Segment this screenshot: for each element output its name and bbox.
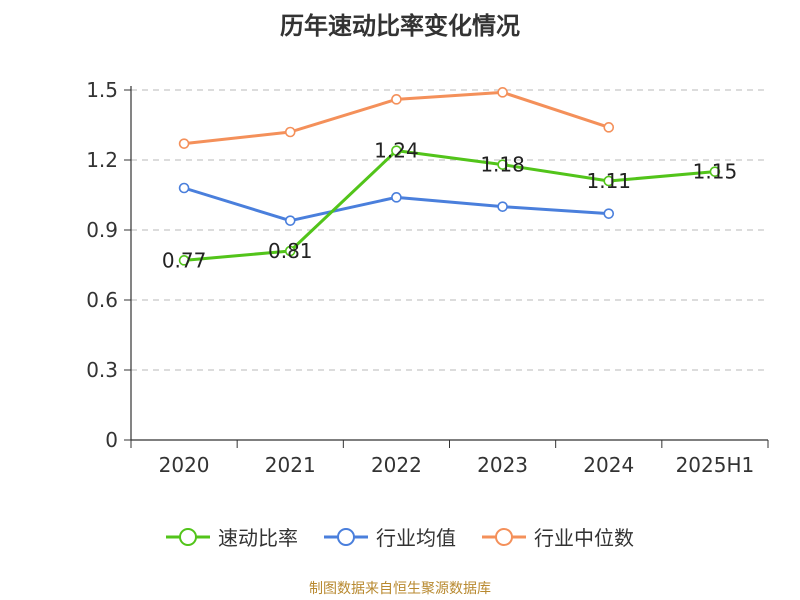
- legend-swatch-1: [324, 527, 368, 546]
- y-tick-label: 0.9: [86, 218, 118, 242]
- series-line-0: [183, 149, 716, 262]
- series-1-point: [178, 182, 190, 194]
- data-label: 1.15: [693, 160, 738, 184]
- y-tick-label: 1.5: [86, 78, 118, 102]
- legend-label-1: 行业均值: [376, 526, 456, 550]
- legend-swatch-2: [482, 527, 526, 546]
- series-0-point: [709, 166, 721, 177]
- legend-item-series-2[interactable]: 行业中位数: [482, 522, 634, 551]
- series-0-point: [497, 159, 508, 170]
- legend-label-2: 行业中位数: [534, 526, 634, 550]
- source-note: 制图数据来自恒生聚源数据库: [309, 581, 491, 597]
- series-0-point: [284, 245, 296, 257]
- data-label: 1.18: [480, 153, 525, 177]
- series-2-point: [178, 138, 190, 149]
- series-1-point: [603, 208, 615, 219]
- data-label: 1.24: [374, 139, 419, 163]
- y-tick-label: 0.3: [86, 358, 118, 382]
- series-0-point: [178, 255, 190, 266]
- y-tick-label: 1.2: [86, 148, 118, 172]
- legend-item-series-0[interactable]: 速动比率: [166, 522, 298, 551]
- legend-swatch-0: [166, 527, 210, 546]
- series-2-point: [603, 122, 615, 133]
- x-tick-label: 2024: [583, 453, 634, 477]
- legend-label-0: 速动比率: [218, 526, 298, 550]
- x-tick-label: 2022: [371, 453, 422, 477]
- x-tick-label: 2020: [159, 453, 210, 477]
- y-tick-label: 0.6: [86, 288, 118, 312]
- data-label: 0.77: [162, 248, 207, 272]
- y-tick-label: 0: [105, 428, 118, 452]
- series-1-point: [497, 201, 508, 212]
- series-2-point: [284, 126, 296, 138]
- legend-item-series-1[interactable]: 行业均值: [324, 522, 456, 551]
- data-label: 0.81: [268, 239, 313, 263]
- series-2-point: [497, 87, 508, 98]
- chart-title: 历年速动比率变化情况: [280, 12, 520, 40]
- series-1-point: [391, 192, 402, 203]
- series-0-point: [391, 145, 402, 156]
- series-2-point: [391, 94, 402, 105]
- data-label: 1.11: [586, 169, 631, 193]
- x-tick-label: 2021: [265, 453, 316, 477]
- x-tick-label: 2023: [477, 453, 528, 477]
- series-1-point: [284, 215, 296, 226]
- series-0-point: [603, 175, 615, 187]
- x-tick-label: 2025H1: [676, 453, 755, 477]
- chart-legend: 速动比率 行业均值 行业中位数: [0, 522, 800, 551]
